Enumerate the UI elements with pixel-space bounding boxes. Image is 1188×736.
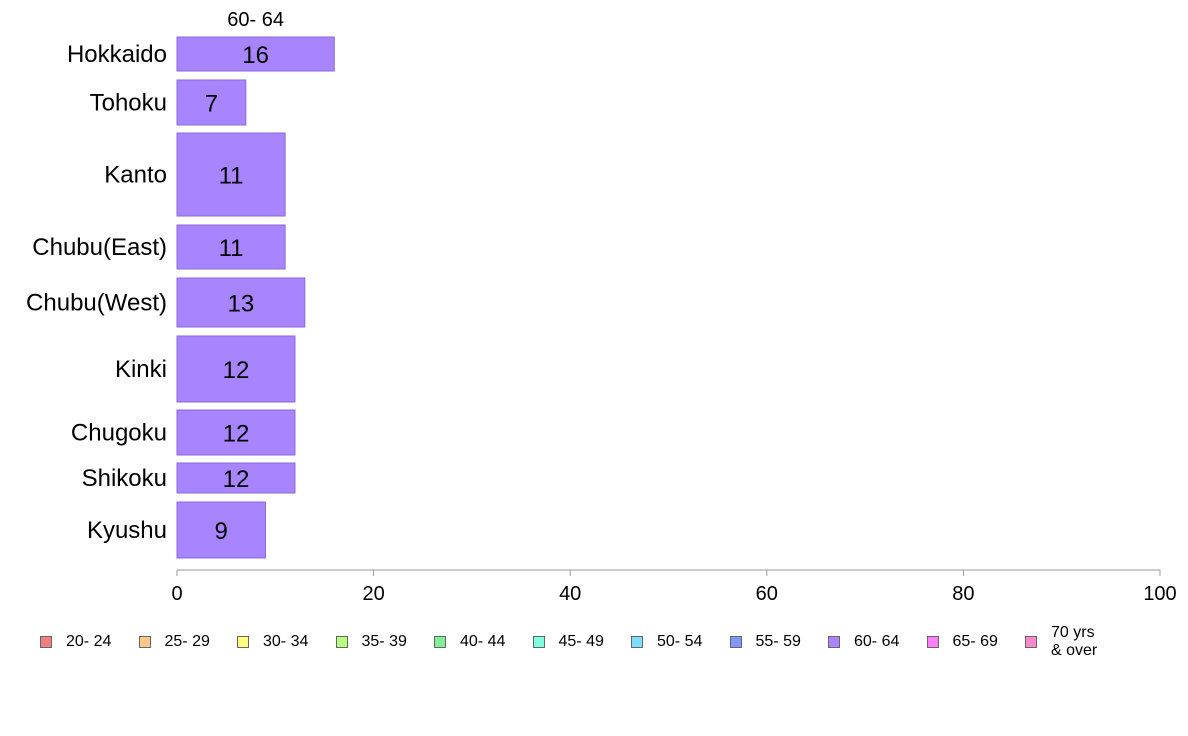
legend-label: 25- 29	[164, 633, 210, 650]
legend-label: 40- 44	[460, 633, 506, 650]
legend: 20- 24 25- 29 30- 34 35- 39 40- 44 45- 49 50- …	[0, 622, 1188, 670]
data-label: 7	[205, 91, 218, 118]
legend-swatch	[434, 636, 446, 648]
x-tick-label: 100	[1143, 583, 1176, 605]
legend-item: 25- 29	[138, 622, 210, 662]
x-tick-label: 60	[756, 583, 778, 605]
legend-swatch	[532, 636, 545, 648]
legend-swatch	[828, 636, 840, 648]
legend-label: 55- 59	[755, 633, 801, 650]
legend-label: 60- 64	[854, 633, 900, 650]
bar	[176, 462, 296, 494]
data-label: 16	[242, 42, 269, 69]
legend-item: 70 yrs & over	[1025, 622, 1097, 662]
category-label: Kanto	[104, 162, 167, 189]
bar	[176, 277, 306, 328]
category-label: Kyushu	[87, 517, 167, 544]
legend-item: 20- 24	[40, 622, 111, 662]
legend-swatch	[631, 636, 643, 648]
legend-label: 45- 49	[558, 633, 604, 650]
legend-label: 65- 69	[952, 633, 998, 650]
x-tick-label: 0	[171, 583, 182, 605]
x-tick-label: 80	[952, 583, 974, 605]
legend-swatch	[138, 636, 151, 648]
legend-label: 50- 54	[657, 633, 703, 650]
legend-item: 55- 59	[729, 622, 801, 662]
bar	[176, 409, 296, 456]
bar	[176, 224, 286, 270]
data-label: 9	[215, 518, 228, 545]
category-label: Hokkaido	[67, 41, 167, 68]
data-label: 12	[223, 466, 250, 493]
category-label: Kinki	[115, 356, 167, 383]
category-label: Chubu(East)	[32, 234, 167, 261]
bar	[176, 79, 247, 126]
category-label: Tohoku	[90, 90, 167, 117]
data-label: 12	[223, 357, 250, 384]
legend-swatch	[237, 636, 249, 648]
bar-chart: 60- 64 Hokkaido 16 Tohoku 7 Kanto 11 Chubu(East…	[26, 9, 1177, 605]
legend-item: 50- 54	[631, 622, 702, 662]
legend-swatch	[729, 636, 742, 648]
legend-swatch	[926, 636, 939, 648]
data-label: 12	[223, 421, 250, 448]
category-label: Chubu(West)	[26, 290, 167, 317]
legend-item: 35- 39	[335, 622, 407, 662]
legend-item: 40- 44	[434, 622, 505, 662]
series-header-label: 60- 64	[227, 9, 284, 31]
x-tick-label: 40	[559, 583, 581, 605]
legend-label: 20- 24	[66, 633, 112, 650]
bar	[176, 335, 296, 403]
legend-label: 35- 39	[361, 633, 407, 650]
legend-label: 70 yrs & over	[1051, 624, 1098, 659]
legend-swatch	[40, 636, 52, 648]
category-label: Chugoku	[71, 420, 167, 447]
data-label: 11	[219, 163, 244, 190]
data-label: 13	[228, 291, 255, 318]
data-label: 11	[219, 235, 244, 262]
bar	[176, 36, 335, 72]
legend-item: 45- 49	[532, 622, 604, 662]
bar	[176, 501, 266, 559]
legend-item: 60- 64	[828, 622, 899, 662]
legend-label: 30- 34	[263, 633, 309, 650]
legend-item: 65- 69	[926, 622, 998, 662]
x-tick-label: 20	[362, 583, 384, 605]
legend-swatch	[335, 636, 348, 648]
bar	[176, 132, 286, 217]
category-label: Shikoku	[82, 465, 167, 492]
legend-swatch	[1025, 636, 1037, 648]
legend-item: 30- 34	[237, 622, 308, 662]
